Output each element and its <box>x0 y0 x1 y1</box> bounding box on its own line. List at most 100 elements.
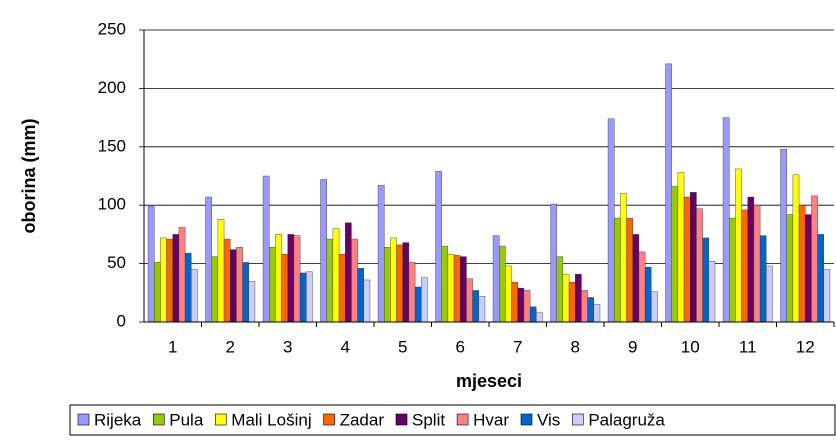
legend-label: Pula <box>169 410 204 429</box>
bar <box>447 254 455 323</box>
bar <box>753 204 761 323</box>
bar <box>722 117 730 323</box>
legend-label: Palagruža <box>588 410 665 429</box>
bar <box>575 273 582 323</box>
bar <box>505 265 512 323</box>
bar <box>248 280 256 323</box>
bar <box>472 290 479 323</box>
bar <box>702 237 709 323</box>
bar <box>511 282 518 323</box>
bar <box>242 262 249 323</box>
y-tick-label: 150 <box>98 136 126 155</box>
bar <box>275 234 282 323</box>
bar <box>453 255 461 323</box>
bar <box>147 206 155 323</box>
x-tick-label: 11 <box>739 337 757 356</box>
bar <box>166 238 173 323</box>
legend-label: Hvar <box>473 410 509 429</box>
bar <box>384 247 391 323</box>
x-tick-label: 5 <box>398 337 407 356</box>
bar <box>293 235 301 323</box>
bar <box>408 262 416 323</box>
legend-swatch <box>520 413 533 426</box>
bar <box>780 148 787 323</box>
bar <box>729 217 736 323</box>
bar <box>262 175 270 323</box>
bar <box>735 168 742 323</box>
bar <box>287 234 295 323</box>
bar <box>217 219 225 323</box>
legend-box <box>69 404 836 436</box>
bar <box>665 63 672 323</box>
x-tick-label: 6 <box>456 337 465 356</box>
bar <box>230 249 237 323</box>
bar <box>223 238 231 323</box>
legend-swatch <box>395 413 408 426</box>
x-tick-label: 7 <box>513 337 522 356</box>
bar <box>160 237 167 323</box>
bar <box>638 251 646 323</box>
bar <box>306 271 313 323</box>
x-tick-label: 3 <box>283 337 292 356</box>
y-tick-label: 50 <box>107 253 126 272</box>
bar <box>281 254 288 323</box>
bar <box>644 266 652 323</box>
x-tick-label: 2 <box>226 337 235 356</box>
bar <box>326 238 334 323</box>
bar <box>741 209 748 323</box>
x-axis-label: mjeseci <box>456 371 522 391</box>
bar <box>320 179 327 323</box>
bar <box>792 174 800 323</box>
bar <box>593 304 601 323</box>
y-axis-label: oborina (mm) <box>19 118 39 233</box>
bar <box>811 195 818 323</box>
bar <box>587 297 594 323</box>
bar <box>345 222 352 323</box>
bar <box>332 228 340 323</box>
bar <box>236 247 243 323</box>
bar <box>690 192 697 323</box>
y-tick-label: 200 <box>98 78 126 97</box>
legend-swatch <box>214 413 227 426</box>
bar <box>786 214 794 323</box>
bar <box>614 217 621 323</box>
bar <box>435 171 442 323</box>
bar <box>517 287 525 323</box>
bar <box>466 278 473 323</box>
bar <box>620 193 627 323</box>
bar <box>562 273 570 323</box>
bar <box>581 290 588 323</box>
bar <box>211 256 219 323</box>
bar <box>823 269 831 323</box>
bar <box>191 269 198 323</box>
bar <box>269 247 276 323</box>
x-tick-label: 8 <box>571 337 580 356</box>
bar <box>677 172 685 323</box>
x-tick-label: 4 <box>341 337 350 356</box>
bar <box>299 272 307 323</box>
bar <box>205 196 212 323</box>
bar <box>184 252 192 323</box>
bar <box>396 244 403 323</box>
bar <box>747 196 755 323</box>
bar <box>798 204 806 323</box>
bar <box>402 242 410 323</box>
bar <box>523 290 531 323</box>
legend-swatch <box>572 413 584 426</box>
bar <box>651 291 658 323</box>
x-tick-label: 1 <box>168 337 177 356</box>
legend-label: Rijeka <box>94 410 142 429</box>
bar <box>805 214 812 323</box>
y-tick-label: 250 <box>98 19 126 38</box>
bar <box>759 235 767 323</box>
legend-swatch <box>77 413 90 426</box>
bar <box>536 312 543 323</box>
x-tick-label: 9 <box>628 337 637 356</box>
legend-label: Vis <box>537 410 560 429</box>
legend-label: Zadar <box>340 410 385 429</box>
bar <box>607 118 615 323</box>
bar <box>441 245 449 323</box>
bar <box>626 217 633 323</box>
bar <box>172 234 180 323</box>
legend-label: Split <box>412 410 445 429</box>
